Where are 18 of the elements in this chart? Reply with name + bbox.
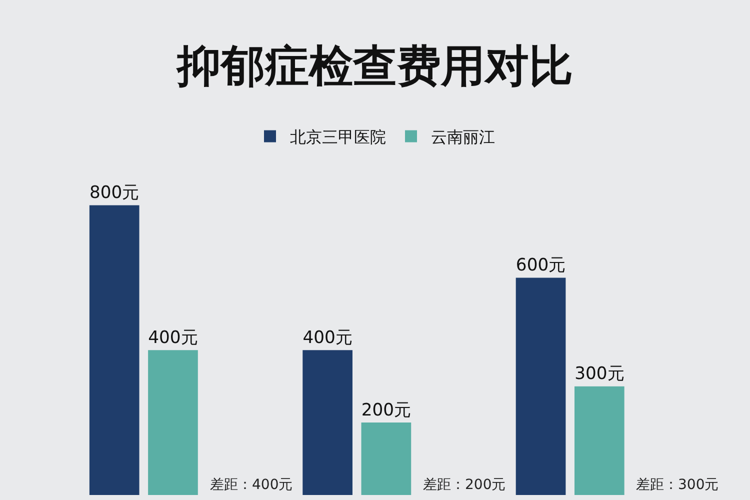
chart-title: 抑郁症检查费用对比 bbox=[175, 40, 573, 92]
bar bbox=[574, 386, 624, 495]
data-label: 200元 bbox=[361, 400, 412, 420]
legend-label: 云南丽江 bbox=[431, 128, 495, 147]
annotation: 差距：400元 bbox=[210, 477, 293, 493]
bar bbox=[302, 350, 352, 495]
bar bbox=[89, 205, 140, 495]
bar bbox=[516, 278, 566, 495]
data-label: 400元 bbox=[148, 328, 198, 348]
annotation: 差距：200元 bbox=[423, 477, 506, 493]
data-label: 600元 bbox=[516, 255, 566, 276]
data-label: 400元 bbox=[302, 328, 352, 348]
legend-label: 北京三甲医院 bbox=[290, 128, 386, 147]
bar bbox=[361, 422, 412, 495]
bar bbox=[148, 350, 198, 495]
data-label: 300元 bbox=[574, 364, 624, 384]
data-label: 800元 bbox=[90, 182, 140, 203]
annotation: 差距：300元 bbox=[636, 477, 719, 493]
